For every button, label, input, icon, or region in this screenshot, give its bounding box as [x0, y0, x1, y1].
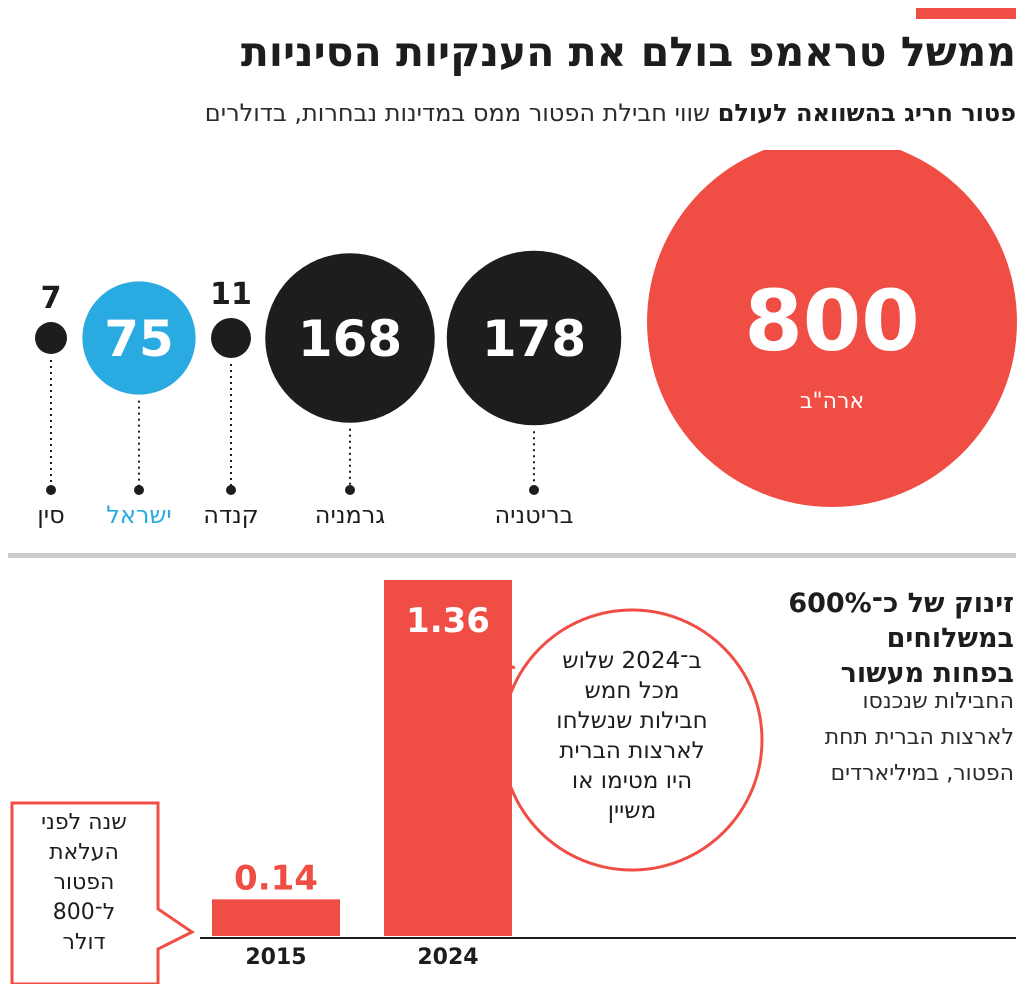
bubble-2 — [265, 253, 435, 423]
subtitle-bold: פטור חריג בהשוואה לעולם — [717, 99, 1016, 127]
bar-2024 — [384, 580, 512, 936]
bubble-label-3: קנדה — [203, 501, 258, 529]
bar-chart: 0.14 2015 1.36 2024 — [10, 580, 1016, 984]
bar-2015 — [212, 899, 340, 936]
bar-category-2015: 2015 — [245, 945, 306, 970]
bubble-label-4: ישראל — [106, 501, 172, 529]
page-title: ממשל טראמפ בולם את הענקיות הסיניות — [240, 28, 1016, 76]
bubble-0 — [647, 150, 1017, 507]
bubble-label-2: גרמניה — [315, 501, 386, 529]
section-divider — [8, 553, 1016, 558]
bubble-value-4: 75 — [104, 310, 174, 368]
note-box — [10, 801, 195, 984]
bubble-value-5: 7 — [41, 281, 62, 316]
bubble-chart: 800 ארה"ב 178 בריטניה 168 גרמניה 11 קנדה 75 ישראל… — [35, 150, 1017, 529]
bubble-leader-dot-2 — [345, 485, 355, 495]
bar-value-2015: 0.14 — [234, 858, 318, 898]
bubble-4 — [82, 281, 196, 395]
bubble-label-5: סין — [37, 501, 64, 529]
bubble-label-1: בריטניה — [494, 501, 573, 529]
bar-chart-headline: זינוק של כ־600% במשלוחים בפחות מעשור — [788, 588, 1014, 689]
bubble-value-3: 11 — [210, 277, 252, 312]
bubble-1 — [446, 250, 622, 426]
note-text: שנה לפני העלאת הפטור ל־800 דולר — [41, 810, 127, 955]
subtitle: פטור חריג בהשוואה לעולם שווי חבילת הפטור… — [16, 96, 1016, 130]
bubble-label-0: ארה"ב — [800, 389, 864, 414]
bar-category-2024: 2024 — [417, 945, 478, 970]
bar-chart-description: החבילות שנכנסו לארצות הברית תחת הפטור, ב… — [824, 689, 1014, 786]
bubble-value-2: 168 — [298, 310, 402, 368]
bubble-5 — [35, 322, 67, 354]
bubble-leader-dot-3 — [226, 485, 236, 495]
subtitle-light: שווי חבילת הפטור ממס במדינות נבחרות, בדו… — [204, 99, 718, 127]
bubble-value-0: 800 — [744, 272, 919, 370]
accent-bar — [916, 8, 1016, 19]
bubble-leader-dot-1 — [529, 485, 539, 495]
bubble-3 — [211, 318, 251, 358]
bubble-value-1: 178 — [482, 310, 586, 368]
bar-value-2024: 1.36 — [406, 601, 490, 641]
bubble-leader-dot-4 — [134, 485, 144, 495]
bubble-leader-dot-5 — [46, 485, 56, 495]
callout-text: ב־2024 שלוש מכל חמש חבילות שנשלחו לארצות… — [556, 648, 708, 824]
